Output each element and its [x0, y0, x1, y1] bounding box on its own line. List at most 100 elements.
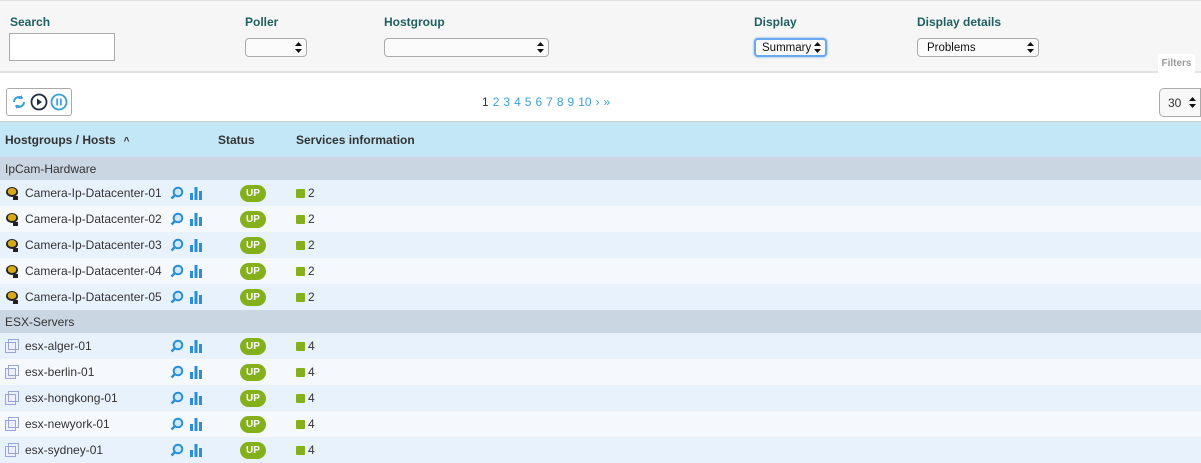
per-page-select[interactable]: 30	[1159, 88, 1201, 117]
host-details-search-icon[interactable]	[170, 238, 184, 252]
ok-status-square-icon	[296, 267, 305, 276]
display-details-value: Problems	[927, 41, 976, 54]
host-details-search-icon[interactable]	[170, 365, 184, 379]
host-name-link[interactable]: Camera-Ip-Datacenter-02	[25, 212, 162, 226]
hostgroup-row: IpCam-Hardware	[0, 157, 1201, 180]
graph-chart-icon[interactable]	[189, 391, 203, 405]
services-ok-count[interactable]: 4	[308, 391, 315, 405]
host-name-link[interactable]: Camera-Ip-Datacenter-05	[25, 290, 162, 304]
ok-status-square-icon	[296, 368, 305, 377]
last-page-link[interactable]: »	[603, 95, 611, 109]
page-link[interactable]: 3	[503, 95, 511, 109]
filters-toggle-button[interactable]: Filters	[1158, 54, 1195, 73]
host-details-search-icon[interactable]	[170, 391, 184, 405]
poller-label: Poller	[245, 15, 279, 29]
page-link[interactable]: 6	[535, 95, 543, 109]
hostgroup-name: IpCam-Hardware	[0, 157, 1201, 180]
host-details-search-icon[interactable]	[170, 339, 184, 353]
page-link[interactable]: 8	[556, 95, 564, 109]
host-name-link[interactable]: Camera-Ip-Datacenter-04	[25, 264, 162, 278]
host-name-link[interactable]: esx-berlin-01	[25, 365, 95, 379]
host-row: esx-alger-01 UP 4	[0, 333, 1201, 359]
ok-status-square-icon	[296, 241, 305, 250]
host-row: esx-berlin-01 UP 4	[0, 359, 1201, 385]
column-actions	[170, 122, 218, 157]
host-details-search-icon[interactable]	[170, 443, 184, 457]
host-row: Camera-Ip-Datacenter-03 UP 2	[0, 232, 1201, 258]
column-status[interactable]: Status	[218, 122, 296, 157]
graph-chart-icon[interactable]	[189, 264, 203, 278]
hostgroup-name: ESX-Servers	[0, 310, 1201, 333]
host-details-search-icon[interactable]	[170, 290, 184, 304]
server-icon	[5, 391, 19, 405]
host-row: esx-hongkong-01 UP 4	[0, 385, 1201, 411]
status-badge: UP	[240, 236, 266, 254]
services-ok-count[interactable]: 2	[308, 264, 315, 278]
camera-icon	[6, 291, 18, 304]
graph-chart-icon[interactable]	[189, 339, 203, 353]
ok-status-square-icon	[296, 420, 305, 429]
status-badge: UP	[240, 210, 266, 228]
hostgroup-select[interactable]	[384, 38, 549, 57]
server-icon	[5, 365, 19, 379]
host-details-search-icon[interactable]	[170, 264, 184, 278]
services-ok-count[interactable]: 4	[308, 443, 315, 457]
status-badge: UP	[240, 389, 266, 407]
poller-select[interactable]	[245, 38, 307, 57]
sort-asc-icon[interactable]: ^	[123, 135, 130, 147]
ok-status-square-icon	[296, 446, 305, 455]
hosts-table: Hostgroups / Hosts ^ Status Services info…	[0, 122, 1201, 463]
graph-chart-icon[interactable]	[189, 365, 203, 379]
page-link[interactable]: 2	[492, 95, 500, 109]
services-ok-count[interactable]: 2	[308, 238, 315, 252]
refresh-icon[interactable]	[10, 93, 28, 111]
display-select[interactable]: Summary	[754, 38, 827, 57]
status-badge: UP	[240, 363, 266, 381]
display-details-label: Display details	[917, 15, 1002, 29]
host-details-search-icon[interactable]	[170, 212, 184, 226]
host-row: esx-sydney-01 UP 4	[0, 437, 1201, 463]
host-name-link[interactable]: esx-hongkong-01	[25, 391, 118, 405]
server-icon	[5, 443, 19, 457]
graph-chart-icon[interactable]	[189, 417, 203, 431]
page-link[interactable]: 9	[567, 95, 575, 109]
graph-chart-icon[interactable]	[189, 212, 203, 226]
host-name-link[interactable]: esx-alger-01	[25, 339, 92, 353]
pause-icon[interactable]	[50, 93, 68, 111]
services-ok-count[interactable]: 2	[308, 290, 315, 304]
column-hosts[interactable]: Hostgroups / Hosts ^	[0, 122, 170, 157]
services-ok-count[interactable]: 4	[308, 365, 315, 379]
page-link[interactable]: 10	[578, 95, 592, 109]
host-name-link[interactable]: esx-sydney-01	[25, 443, 104, 457]
display-label: Display	[754, 15, 797, 29]
status-badge: UP	[240, 184, 266, 202]
search-input[interactable]	[9, 33, 115, 61]
graph-chart-icon[interactable]	[189, 290, 203, 304]
status-badge: UP	[240, 262, 266, 280]
play-icon[interactable]	[30, 93, 48, 111]
ok-status-square-icon	[296, 215, 305, 224]
host-name-link[interactable]: Camera-Ip-Datacenter-01	[25, 186, 162, 200]
services-ok-count[interactable]: 2	[308, 186, 315, 200]
camera-icon	[6, 213, 18, 226]
host-name-link[interactable]: esx-newyork-01	[25, 417, 110, 431]
page-link[interactable]: 4	[514, 95, 521, 109]
next-page-link[interactable]: ›	[595, 95, 600, 109]
page-link[interactable]: 7	[546, 95, 553, 109]
graph-chart-icon[interactable]	[189, 238, 203, 252]
services-ok-count[interactable]: 4	[308, 417, 315, 431]
host-name-link[interactable]: Camera-Ip-Datacenter-03	[25, 238, 162, 252]
graph-chart-icon[interactable]	[189, 443, 203, 457]
host-details-search-icon[interactable]	[170, 417, 184, 431]
server-icon	[5, 339, 19, 353]
display-details-select[interactable]: Problems	[917, 38, 1039, 57]
page-link[interactable]: 5	[524, 95, 532, 109]
camera-icon	[6, 187, 18, 200]
services-ok-count[interactable]: 2	[308, 212, 315, 226]
graph-chart-icon[interactable]	[189, 186, 203, 200]
host-details-search-icon[interactable]	[170, 186, 184, 200]
host-row: Camera-Ip-Datacenter-05 UP 2	[0, 284, 1201, 310]
select-arrows-icon	[1189, 97, 1196, 108]
services-ok-count[interactable]: 4	[308, 339, 315, 353]
select-arrows-icon	[814, 42, 822, 53]
